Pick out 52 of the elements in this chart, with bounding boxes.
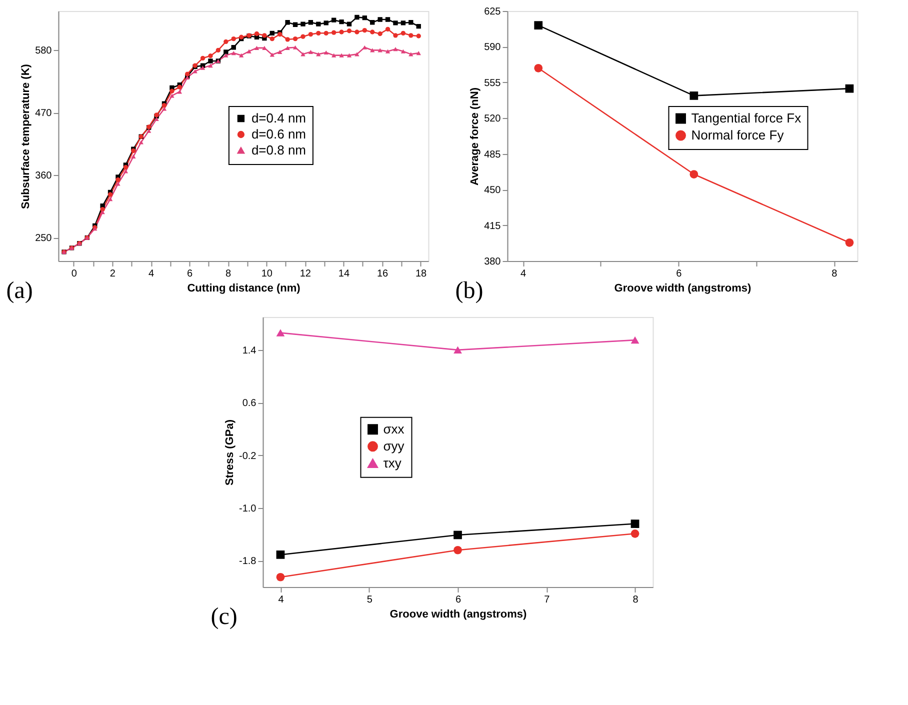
y-axis-title: Average force (nN) (469, 87, 482, 186)
y-tick-label: 625 (484, 6, 502, 18)
x-tick-label: 5 (366, 594, 373, 606)
y-tick-label: 250 (35, 233, 52, 244)
legend-label: Tangential force Fx (691, 110, 802, 126)
y-axis-title: Stress (GPa) (224, 419, 236, 486)
legend-label: d=0.6 nm (251, 126, 306, 142)
y-tick-label: 590 (484, 42, 502, 54)
legend-label: d=0.8 nm (251, 142, 306, 158)
y-tick-label: 555 (484, 78, 502, 89)
x-axis-title: Groove width (angstroms) (390, 608, 528, 620)
x-tick-label: 4 (520, 268, 527, 280)
x-tick-label: 12 (300, 268, 312, 280)
y-tick-label: 520 (484, 114, 502, 125)
y-tick-label: 470 (35, 108, 52, 120)
legend-label: d=0.4 nm (251, 110, 306, 126)
x-axis-title: Groove width (angstroms) (614, 282, 752, 294)
y-tick-label: -0.2 (239, 450, 257, 462)
legend-label: τxy (383, 455, 402, 470)
x-tick-label: 8 (632, 594, 639, 606)
y-tick-label: 360 (35, 170, 52, 182)
x-tick-label: 6 (676, 268, 682, 280)
y-tick-label: 380 (484, 256, 502, 268)
y-tick-label: -1.0 (239, 503, 257, 514)
y-tick-label: 580 (35, 46, 52, 57)
x-tick-label: 16 (376, 268, 388, 280)
x-tick-label: 4 (278, 594, 284, 606)
y-tick-label: 485 (484, 149, 502, 160)
x-tick-label: 14 (338, 268, 350, 280)
y-tick-label: -1.8 (239, 556, 257, 568)
text: (c) (210, 604, 238, 630)
x-tick-label: 2 (110, 268, 116, 280)
x-tick-label: 6 (455, 594, 462, 606)
y-tick-label: 1.4 (242, 345, 257, 356)
y-tick-label: 415 (484, 220, 502, 232)
x-tick-label: 0 (71, 268, 78, 280)
x-tick-label: 10 (261, 268, 273, 280)
x-axis-title: Cutting distance (nm) (187, 282, 301, 294)
legend-label: σxx (383, 421, 405, 436)
x-tick-label: 6 (187, 268, 194, 280)
x-tick-label: 8 (226, 268, 232, 280)
legend-label: σyy (383, 438, 405, 454)
y-tick-label: 0.6 (242, 398, 257, 410)
x-tick-label: 4 (148, 268, 154, 280)
legend-label: Normal force Fy (691, 128, 784, 142)
text: (a) (6, 278, 33, 304)
y-axis-title: Subsurface temperature (K) (20, 64, 32, 209)
x-tick-label: 18 (415, 268, 428, 280)
x-tick-label: 8 (832, 268, 838, 280)
text: (b) (455, 278, 484, 304)
x-tick-label: 7 (544, 594, 550, 606)
y-tick-label: 450 (484, 185, 502, 196)
